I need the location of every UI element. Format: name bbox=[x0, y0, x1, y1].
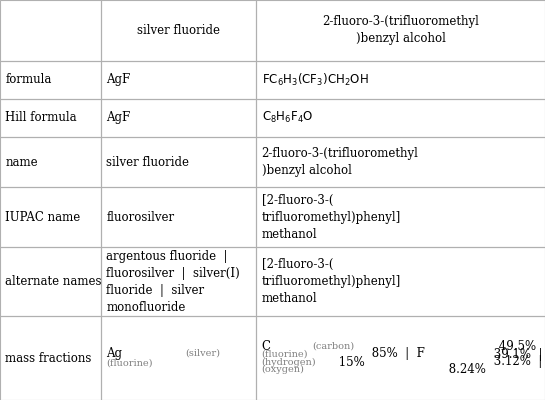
Text: (fluorine): (fluorine) bbox=[262, 350, 308, 359]
Bar bbox=[101, 316, 256, 400]
Text: (fluorine): (fluorine) bbox=[106, 358, 153, 367]
Text: silver fluoride: silver fluoride bbox=[137, 24, 220, 37]
Text: fluorosilver: fluorosilver bbox=[106, 211, 174, 224]
Bar bbox=[101, 137, 256, 188]
Text: AgF: AgF bbox=[106, 73, 130, 86]
Text: 3.12%  |  O: 3.12% | O bbox=[490, 356, 545, 368]
Text: argentous fluoride  |
fluorosilver  |  silver(I)
fluoride  |  silver
monofluorid: argentous fluoride | fluorosilver | silv… bbox=[106, 250, 240, 314]
Bar bbox=[0, 61, 101, 99]
Bar bbox=[256, 316, 545, 400]
Text: (carbon): (carbon) bbox=[312, 342, 354, 351]
Text: 85%  |  F: 85% | F bbox=[368, 347, 425, 360]
Text: name: name bbox=[5, 156, 38, 169]
Bar bbox=[101, 99, 256, 137]
Text: [2-fluoro-3-(
trifluoromethyl)phenyl]
methanol: [2-fluoro-3-( trifluoromethyl)phenyl] me… bbox=[262, 194, 401, 241]
Bar bbox=[101, 188, 256, 247]
Bar bbox=[256, 99, 545, 137]
Bar bbox=[0, 247, 101, 316]
Text: silver fluoride: silver fluoride bbox=[106, 156, 189, 169]
Bar bbox=[0, 137, 101, 188]
Text: AgF: AgF bbox=[106, 112, 130, 124]
Text: alternate names: alternate names bbox=[5, 275, 102, 288]
Bar bbox=[0, 0, 101, 61]
Text: (hydrogen): (hydrogen) bbox=[262, 357, 316, 366]
Bar bbox=[0, 188, 101, 247]
Text: 8.24%: 8.24% bbox=[445, 363, 486, 376]
Text: mass fractions: mass fractions bbox=[5, 352, 92, 364]
Bar bbox=[256, 0, 545, 61]
Text: 49.5%  |  F: 49.5% | F bbox=[495, 340, 545, 353]
Text: $\mathregular{FC_6H_3(CF_3)CH_2OH}$: $\mathregular{FC_6H_3(CF_3)CH_2OH}$ bbox=[262, 72, 368, 88]
Bar bbox=[101, 61, 256, 99]
Bar bbox=[101, 247, 256, 316]
Text: 2-fluoro-3-(trifluoromethyl
)benzyl alcohol: 2-fluoro-3-(trifluoromethyl )benzyl alco… bbox=[262, 147, 419, 177]
Text: (silver): (silver) bbox=[185, 349, 220, 358]
Bar bbox=[0, 99, 101, 137]
Bar bbox=[256, 61, 545, 99]
Text: Hill formula: Hill formula bbox=[5, 112, 77, 124]
Bar bbox=[0, 316, 101, 400]
Bar bbox=[256, 137, 545, 188]
Bar bbox=[256, 247, 545, 316]
Text: IUPAC name: IUPAC name bbox=[5, 211, 81, 224]
Text: $\mathregular{C_8H_6F_4O}$: $\mathregular{C_8H_6F_4O}$ bbox=[262, 110, 313, 126]
Text: (oxygen): (oxygen) bbox=[262, 365, 305, 374]
Bar bbox=[256, 188, 545, 247]
Bar bbox=[101, 0, 256, 61]
Text: 15%: 15% bbox=[335, 356, 365, 369]
Text: [2-fluoro-3-(
trifluoromethyl)phenyl]
methanol: [2-fluoro-3-( trifluoromethyl)phenyl] me… bbox=[262, 258, 401, 305]
Text: Ag: Ag bbox=[106, 347, 122, 360]
Text: C: C bbox=[262, 340, 271, 353]
Text: 2-fluoro-3-(trifluoromethyl
)benzyl alcohol: 2-fluoro-3-(trifluoromethyl )benzyl alco… bbox=[322, 15, 479, 45]
Text: formula: formula bbox=[5, 73, 52, 86]
Text: 39.1%  |  H: 39.1% | H bbox=[490, 348, 545, 361]
